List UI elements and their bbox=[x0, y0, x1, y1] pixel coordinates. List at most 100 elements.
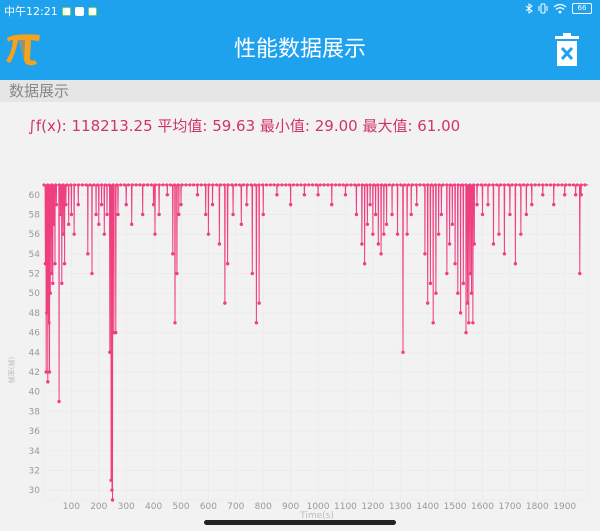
data-point bbox=[337, 183, 342, 187]
data-point bbox=[253, 183, 257, 187]
app-notification-icon bbox=[74, 6, 84, 16]
data-point bbox=[497, 232, 501, 236]
data-point bbox=[58, 212, 63, 217]
home-indicator[interactable] bbox=[204, 520, 396, 525]
data-point bbox=[345, 183, 349, 187]
data-point bbox=[498, 183, 503, 187]
data-point bbox=[480, 212, 485, 217]
bluetooth-icon bbox=[525, 3, 533, 14]
data-point bbox=[119, 183, 123, 187]
data-point bbox=[316, 193, 320, 197]
data-point bbox=[395, 232, 400, 236]
data-point bbox=[47, 321, 51, 325]
data-point bbox=[103, 183, 107, 187]
data-point bbox=[215, 183, 219, 187]
data-point bbox=[322, 183, 326, 187]
data-point bbox=[261, 212, 265, 217]
data-point bbox=[406, 183, 411, 187]
x-tick-label: 1000 bbox=[307, 502, 330, 512]
data-point bbox=[422, 183, 426, 187]
data-point bbox=[61, 183, 65, 187]
data-point bbox=[129, 222, 134, 227]
data-point bbox=[453, 261, 457, 266]
wifi-icon bbox=[553, 3, 567, 14]
data-point bbox=[111, 183, 115, 187]
data-point bbox=[295, 183, 299, 187]
data-point bbox=[575, 183, 579, 187]
data-point bbox=[568, 183, 572, 187]
data-point bbox=[472, 242, 476, 246]
data-point bbox=[134, 183, 138, 187]
data-point bbox=[272, 183, 276, 187]
status-time: 中午12:21 bbox=[4, 5, 58, 18]
data-point bbox=[458, 311, 463, 315]
data-point bbox=[50, 183, 54, 187]
data-point bbox=[552, 183, 556, 187]
data-point bbox=[330, 202, 334, 207]
data-point bbox=[206, 232, 211, 236]
data-point bbox=[429, 183, 434, 187]
data-point bbox=[62, 261, 67, 266]
data-point bbox=[192, 183, 196, 187]
data-point bbox=[371, 232, 375, 236]
data-point bbox=[518, 183, 522, 187]
trash-icon[interactable] bbox=[552, 32, 582, 68]
data-point bbox=[238, 183, 242, 187]
data-point bbox=[172, 183, 177, 187]
data-point bbox=[491, 183, 495, 187]
data-point bbox=[43, 261, 48, 266]
data-point bbox=[573, 193, 578, 197]
data-point bbox=[169, 183, 173, 187]
data-point bbox=[310, 183, 315, 187]
data-point bbox=[314, 183, 319, 187]
data-point bbox=[108, 350, 112, 355]
data-point bbox=[373, 212, 378, 217]
x-tick-label: 200 bbox=[90, 502, 107, 512]
data-point bbox=[445, 183, 449, 187]
data-point bbox=[49, 271, 54, 276]
data-point bbox=[110, 498, 115, 502]
shield-icon bbox=[87, 6, 97, 16]
data-point bbox=[414, 183, 418, 187]
data-point bbox=[44, 370, 48, 374]
data-point bbox=[362, 261, 367, 266]
data-point bbox=[571, 183, 576, 187]
x-tick-label: 600 bbox=[200, 502, 217, 512]
data-point bbox=[203, 212, 208, 217]
data-point bbox=[122, 183, 127, 187]
data-point bbox=[225, 261, 230, 266]
data-point bbox=[257, 301, 261, 305]
y-tick-label: 46 bbox=[29, 329, 41, 339]
data-point bbox=[66, 222, 71, 227]
data-point bbox=[72, 232, 76, 236]
data-point bbox=[545, 183, 549, 187]
data-point bbox=[99, 202, 104, 207]
data-point bbox=[231, 212, 235, 217]
x-axis-ticks: 100 200 300 400 500 600 700 800 900 1000 1100 1200 1… bbox=[63, 502, 577, 512]
data-point bbox=[179, 202, 183, 207]
data-point bbox=[76, 202, 80, 207]
data-point bbox=[86, 252, 90, 256]
data-point bbox=[114, 330, 118, 335]
data-point bbox=[409, 212, 413, 217]
data-point bbox=[65, 183, 69, 187]
data-point bbox=[383, 183, 388, 187]
data-point bbox=[276, 183, 280, 187]
data-point bbox=[245, 202, 249, 207]
data-point bbox=[579, 183, 583, 187]
data-point bbox=[76, 183, 81, 187]
data-point bbox=[302, 193, 307, 197]
data-point bbox=[510, 183, 514, 187]
data-point bbox=[211, 183, 215, 187]
data-point bbox=[105, 212, 109, 217]
data-point bbox=[303, 183, 307, 187]
data-point bbox=[428, 281, 433, 286]
data-point bbox=[460, 183, 464, 187]
data-point bbox=[349, 183, 353, 187]
data-point bbox=[184, 183, 188, 187]
y-tick-label: 52 bbox=[29, 270, 40, 280]
y-tick-label: 36 bbox=[29, 427, 41, 437]
data-point bbox=[431, 321, 435, 325]
data-point bbox=[165, 193, 170, 197]
data-point bbox=[541, 183, 545, 187]
